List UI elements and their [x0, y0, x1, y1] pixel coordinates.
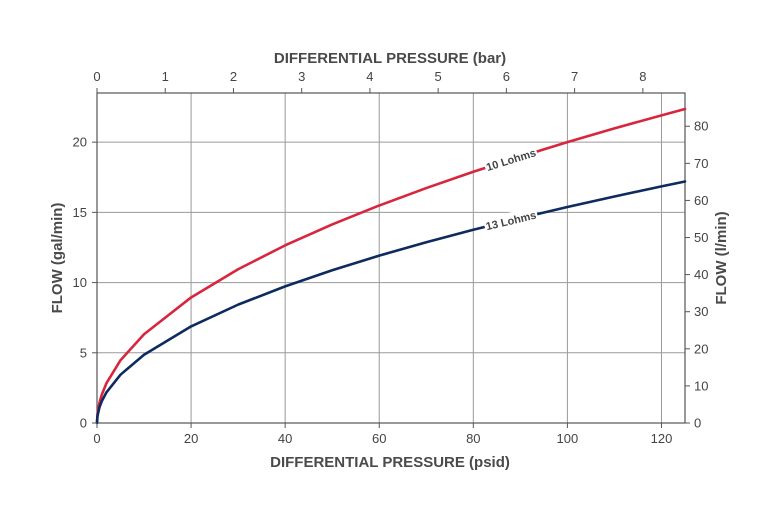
- x-bottom-tick-label: 20: [184, 431, 198, 446]
- y-right-tick-label: 70: [694, 156, 708, 171]
- y-right-tick-label: 60: [694, 193, 708, 208]
- series-label-group-13-lohms: 13 Lohms: [482, 206, 540, 235]
- left-axis-title: FLOW (gal/min): [49, 203, 66, 314]
- series-lines: 10 Lohms 13 Lohms: [95, 107, 687, 425]
- series-label-background: [482, 206, 540, 235]
- series-label-group-10-lohms: 10 Lohms: [482, 143, 540, 176]
- y-left-tick-label: 15: [73, 205, 87, 220]
- y-left-tick-label: 0: [80, 416, 87, 431]
- y-left-tick-label: 10: [73, 275, 87, 290]
- bottom-axis-title: DIFFERENTIAL PRESSURE (psid): [270, 454, 510, 471]
- y-right-tick-label: 30: [694, 304, 708, 319]
- y-right-tick-label: 10: [694, 378, 708, 393]
- x-bottom-tick-label: 100: [557, 431, 579, 446]
- x-bottom-tick-label: 80: [466, 431, 480, 446]
- x-top-tick-label: 0: [93, 69, 100, 84]
- y-right-tick-label: 20: [694, 341, 708, 356]
- x-top-tick-label: 7: [571, 69, 578, 84]
- top-axis-title: DIFFERENTIAL PRESSURE (bar): [274, 50, 506, 67]
- x-top-tick-label: 5: [435, 69, 442, 84]
- x-top-tick-label: 3: [298, 69, 305, 84]
- x-bottom-tick-label: 40: [278, 431, 292, 446]
- x-top-tick-label: 1: [162, 69, 169, 84]
- x-top-tick-label: 2: [230, 69, 237, 84]
- plot-frame: [96, 92, 686, 424]
- y-right-tick-label: 50: [694, 230, 708, 245]
- series-label-background: [482, 143, 540, 176]
- series-line-13-lohms: [95, 180, 687, 425]
- x-bottom-tick-label: 0: [93, 431, 100, 446]
- series-line-10-lohms: [95, 107, 687, 425]
- x-bottom-tick-label: 120: [651, 431, 673, 446]
- y-left-tick-label: 5: [80, 345, 87, 360]
- x-top-tick-label: 8: [639, 69, 646, 84]
- x-bottom-tick-label: 60: [372, 431, 386, 446]
- y-left-tick-label: 20: [73, 135, 87, 150]
- right-axis-title: FLOW (l/min): [713, 211, 730, 304]
- y-right-tick-label: 0: [694, 416, 701, 431]
- y-right-tick-label: 80: [694, 119, 708, 134]
- plot-border: [96, 92, 686, 424]
- x-top-tick-label: 6: [503, 69, 510, 84]
- grid: [97, 93, 685, 423]
- x-top-tick-label: 4: [366, 69, 373, 84]
- y-right-tick-label: 40: [694, 267, 708, 282]
